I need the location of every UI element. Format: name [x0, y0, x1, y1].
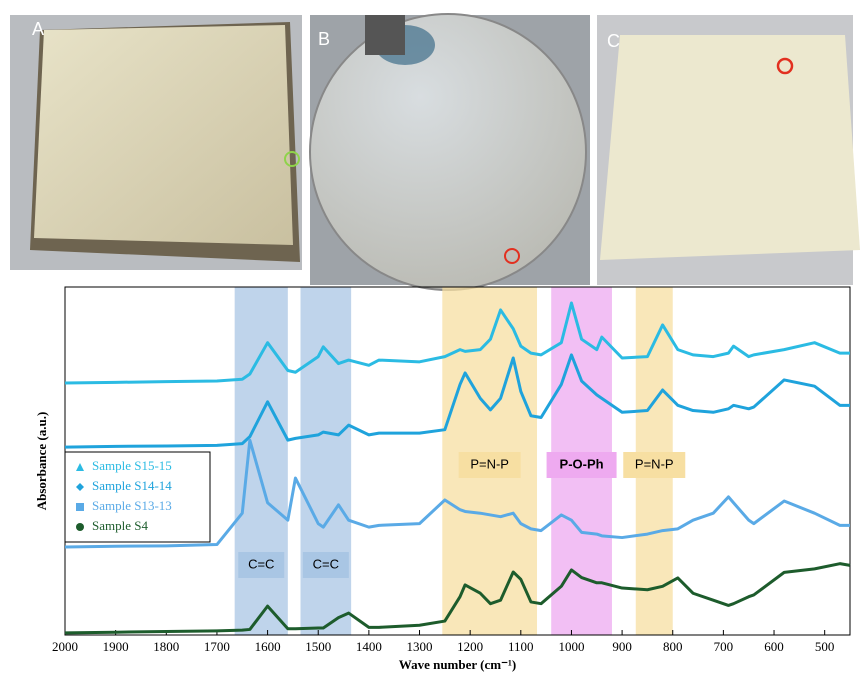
legend-label: Sample S4 — [92, 518, 148, 533]
x-tick-label: 900 — [612, 639, 632, 654]
band-label-box — [546, 452, 617, 478]
legend-box — [64, 451, 211, 543]
x-axis-label: Wave number (cm⁻¹) — [399, 657, 516, 672]
x-tick-label: 1700 — [204, 639, 230, 654]
x-tick-label: 500 — [815, 639, 835, 654]
band — [234, 287, 288, 635]
x-tick-label: 1200 — [457, 639, 483, 654]
band-label: P-O-Ph — [560, 456, 604, 471]
x-tick-label: 1600 — [255, 639, 281, 654]
spectrum-line — [64, 438, 850, 549]
panel-label: B — [318, 29, 330, 49]
legend-marker — [76, 523, 84, 531]
x-tick-label: 1000 — [558, 639, 584, 654]
band-label: C=C — [248, 556, 274, 571]
photo-c: C — [597, 15, 860, 285]
band-label-box — [623, 452, 686, 478]
panel-label: A — [32, 19, 44, 39]
x-tick-label: 1500 — [305, 639, 331, 654]
panel-label: C — [607, 31, 620, 51]
band-label: P=N-P — [470, 456, 509, 471]
spectrum-chart: C=C C=C P=N-P P-O-Ph P=N-P 2000 1900 1800 1700 16… — [34, 286, 851, 672]
legend-label: Sample S13-13 — [92, 498, 172, 513]
y-axis-label: Absorbance (a.u.) — [34, 412, 49, 511]
band-label: C=C — [313, 556, 339, 571]
x-tick-label: 800 — [663, 639, 683, 654]
spectrum-line — [64, 562, 851, 635]
legend-label: Sample S15-15 — [92, 458, 172, 473]
x-tick-label: 1800 — [153, 639, 179, 654]
x-tick-label: 1100 — [508, 639, 534, 654]
band-label-box — [238, 552, 285, 578]
band — [300, 287, 352, 635]
x-tick-label: 2000 — [52, 639, 78, 654]
photo-a: A — [10, 15, 302, 270]
x-tick-label: 700 — [714, 639, 734, 654]
band-label-box — [458, 452, 521, 478]
x-tick-label: 600 — [764, 639, 784, 654]
legend-label: Sample S14-14 — [92, 478, 172, 493]
spectrum-line — [64, 353, 850, 449]
legend-marker — [76, 503, 84, 511]
legend-marker — [76, 463, 84, 471]
x-tick-label: 1300 — [407, 639, 433, 654]
band-label-box — [302, 552, 349, 578]
photo-b: B — [309, 13, 590, 291]
x-tick-label: 1400 — [356, 639, 382, 654]
legend: Sample S15-15 Sample S14-14 Sample S13-13 S… — [64, 451, 211, 543]
legend-marker — [76, 483, 84, 491]
spectrum-line — [64, 301, 850, 385]
band-label: P=N-P — [635, 456, 674, 471]
x-tick-label: 1900 — [103, 639, 129, 654]
